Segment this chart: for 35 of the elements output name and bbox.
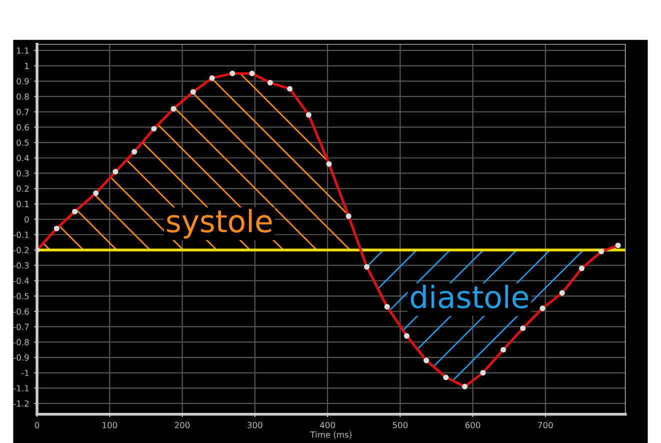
annotation: diastole xyxy=(410,284,528,308)
y-tick-label: 0.4 xyxy=(16,154,29,162)
y-tick-label: 0 xyxy=(24,216,29,223)
x-axis-title: Time (ms) xyxy=(310,431,352,439)
annotation: systole xyxy=(167,208,272,238)
y-tick-label: 0.1 xyxy=(16,200,29,208)
y-tick-label: -0.2 xyxy=(14,246,29,254)
x-tick-label: 0 xyxy=(34,422,40,428)
y-tick-label: 0.7 xyxy=(16,108,29,116)
y-tick-label: -0.8 xyxy=(14,339,29,346)
y-tick-label: 0.8 xyxy=(16,93,29,100)
y-tick-label: 1.1 xyxy=(17,48,29,54)
y-tick-label: 0.3 xyxy=(16,170,29,177)
y-tick-label: -1.1 xyxy=(14,385,29,392)
y-tick-label: 0.9 xyxy=(16,78,29,84)
y-tick-label: -1.2 xyxy=(14,400,29,407)
x-tick-label: 100 xyxy=(102,422,118,428)
y-tick-label: 0.5 xyxy=(16,140,29,146)
x-tick-label: 600 xyxy=(465,422,480,428)
x-tick-label: 200 xyxy=(174,422,190,428)
y-tick-label: -0.1 xyxy=(14,232,29,238)
y-tick-label: -0.7 xyxy=(14,324,29,330)
y-tick-label: -0.5 xyxy=(14,293,29,300)
x-tick-label: 400 xyxy=(320,422,335,428)
y-tick-label: 1 xyxy=(24,62,29,69)
x-tick-label: 500 xyxy=(392,422,408,428)
y-tick-label: -0.9 xyxy=(14,354,29,361)
y-tick-label: -0.4 xyxy=(14,278,29,284)
y-tick-label: -0.3 xyxy=(14,262,29,269)
y-tick-label: -1 xyxy=(21,370,29,376)
x-tick-label: 300 xyxy=(248,422,262,428)
y-tick-label: 0.2 xyxy=(16,186,29,192)
x-tick-label: 700 xyxy=(538,422,553,428)
y-tick-label: 0.6 xyxy=(16,124,29,130)
y-tick-label: -0.6 xyxy=(14,308,29,315)
